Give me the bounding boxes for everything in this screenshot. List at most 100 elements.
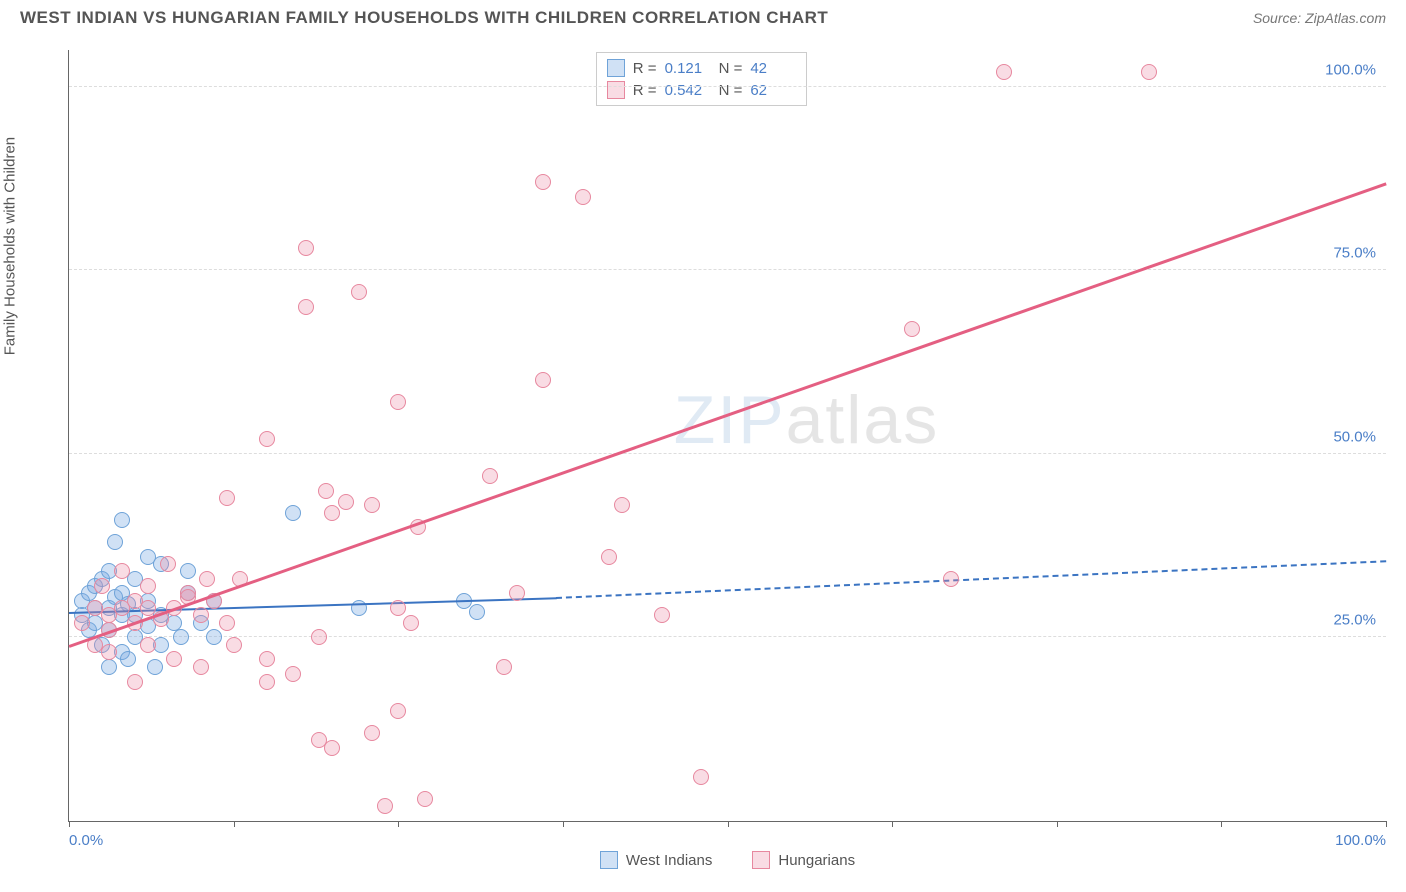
stat-n-label: N =: [719, 60, 743, 77]
regression-line: [69, 182, 1387, 647]
source-label: Source:: [1253, 10, 1301, 26]
data-point: [403, 615, 419, 631]
chart: Family Households with Children ZIPatlas…: [20, 40, 1386, 872]
data-point: [193, 607, 209, 623]
data-point: [219, 615, 235, 631]
data-point: [166, 651, 182, 667]
data-point: [285, 666, 301, 682]
data-point: [390, 703, 406, 719]
data-point: [996, 64, 1012, 80]
x-tick-label: 0.0%: [69, 832, 103, 849]
series-swatch: [607, 81, 625, 99]
data-point: [120, 651, 136, 667]
legend: West Indians Hungarians: [69, 851, 1386, 869]
data-point: [74, 615, 90, 631]
legend-swatch: [752, 851, 770, 869]
gridline: [69, 453, 1386, 454]
legend-label: Hungarians: [778, 852, 855, 869]
x-tick: [892, 821, 893, 827]
stats-box: R =0.121N =42R =0.542N =62: [596, 52, 808, 106]
source-value: ZipAtlas.com: [1305, 10, 1386, 26]
y-tick-label: 75.0%: [1333, 245, 1376, 262]
stat-r-label: R =: [633, 82, 657, 99]
plot-area: ZIPatlas R =0.121N =42R =0.542N =62 West…: [68, 50, 1386, 822]
data-point: [943, 571, 959, 587]
legend-swatch: [600, 851, 618, 869]
data-point: [482, 468, 498, 484]
y-tick-label: 25.0%: [1333, 612, 1376, 629]
x-tick: [563, 821, 564, 827]
x-tick: [234, 821, 235, 827]
data-point: [219, 490, 235, 506]
data-point: [147, 659, 163, 675]
data-point: [298, 299, 314, 315]
data-point: [107, 534, 123, 550]
stat-n-value: 62: [750, 82, 796, 99]
data-point: [285, 505, 301, 521]
y-tick-label: 100.0%: [1325, 61, 1376, 78]
data-point: [140, 578, 156, 594]
gridline: [69, 86, 1386, 87]
data-point: [180, 563, 196, 579]
legend-label: West Indians: [626, 852, 712, 869]
data-point: [377, 798, 393, 814]
data-point: [259, 431, 275, 447]
stats-row: R =0.542N =62: [607, 79, 797, 101]
data-point: [101, 659, 117, 675]
watermark-thin: atlas: [786, 382, 940, 458]
data-point: [904, 321, 920, 337]
data-point: [206, 629, 222, 645]
x-tick-label: 100.0%: [1335, 832, 1386, 849]
x-tick: [69, 821, 70, 827]
regression-line-dashed: [556, 560, 1386, 599]
data-point: [390, 600, 406, 616]
gridline: [69, 636, 1386, 637]
data-point: [469, 604, 485, 620]
data-point: [417, 791, 433, 807]
chart-title: WEST INDIAN VS HUNGARIAN FAMILY HOUSEHOL…: [20, 8, 828, 28]
watermark-bold: ZIP: [674, 382, 786, 458]
data-point: [180, 585, 196, 601]
data-point: [298, 240, 314, 256]
data-point: [226, 637, 242, 653]
x-tick: [1057, 821, 1058, 827]
data-point: [318, 483, 334, 499]
stat-n-value: 42: [750, 60, 796, 77]
data-point: [654, 607, 670, 623]
data-point: [575, 189, 591, 205]
data-point: [509, 585, 525, 601]
data-point: [351, 284, 367, 300]
data-point: [601, 549, 617, 565]
data-point: [193, 659, 209, 675]
x-tick: [398, 821, 399, 827]
stat-r-value: 0.542: [665, 82, 711, 99]
data-point: [101, 644, 117, 660]
data-point: [311, 629, 327, 645]
data-point: [173, 629, 189, 645]
gridline: [69, 269, 1386, 270]
data-point: [364, 725, 380, 741]
stat-r-value: 0.121: [665, 60, 711, 77]
y-tick-label: 50.0%: [1333, 428, 1376, 445]
source: Source: ZipAtlas.com: [1253, 10, 1386, 26]
series-swatch: [607, 59, 625, 77]
stat-r-label: R =: [633, 60, 657, 77]
data-point: [364, 497, 380, 513]
data-point: [259, 651, 275, 667]
data-point: [324, 740, 340, 756]
x-tick: [1221, 821, 1222, 827]
data-point: [324, 505, 340, 521]
data-point: [693, 769, 709, 785]
data-point: [94, 578, 110, 594]
data-point: [160, 556, 176, 572]
data-point: [199, 571, 215, 587]
data-point: [1141, 64, 1157, 80]
data-point: [496, 659, 512, 675]
data-point: [338, 494, 354, 510]
x-tick: [1386, 821, 1387, 827]
stats-row: R = 0.121 N = 42: [607, 57, 797, 79]
data-point: [535, 372, 551, 388]
data-point: [390, 394, 406, 410]
y-axis-label: Family Households with Children: [2, 137, 19, 355]
data-point: [614, 497, 630, 513]
